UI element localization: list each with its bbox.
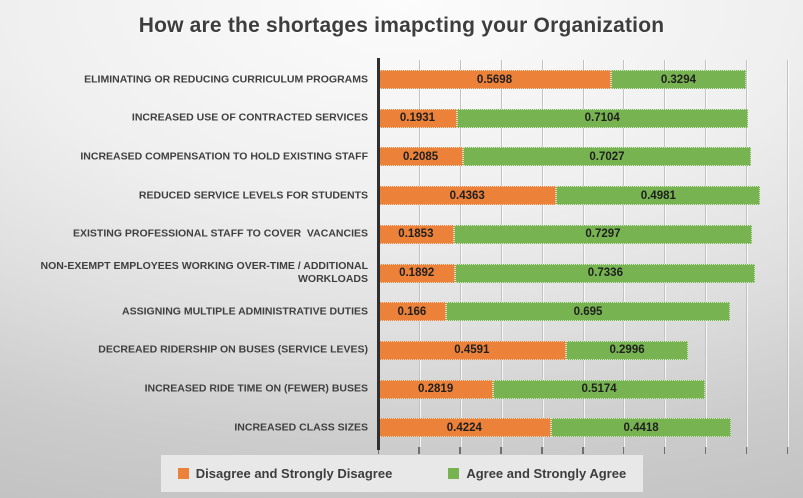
disagree-series-swatch-icon [177, 468, 189, 479]
bar-value-label: 0.2996 [609, 344, 645, 357]
bar-segment-disagree: 0.166 [378, 302, 446, 322]
bar-value-label: 0.4418 [623, 421, 659, 434]
category-label: INCREASED COMPENSATION TO HOLD EXISTING … [80, 150, 368, 163]
gridline [664, 60, 666, 447]
bar-value-label: 0.5698 [476, 73, 513, 86]
axis-tick [582, 447, 584, 454]
bar-value-label: 0.7336 [587, 267, 623, 279]
category-label: ASSIGNING MULTIPLE ADMINISTRATIVE DUTIES [122, 305, 368, 318]
bar-segment-agree: 0.7297 [453, 224, 753, 244]
category-label: EXISTING PROFESSIONAL STAFF TO COVER VAC… [72, 227, 368, 240]
axis-tick [541, 447, 543, 454]
bar-value-label: 0.1853 [398, 228, 434, 241]
bar-value-label: 0.4224 [446, 421, 482, 434]
axis-tick [663, 447, 666, 454]
bar-value-label: 0.7104 [584, 112, 620, 125]
bar-value-label: 0.1931 [399, 112, 436, 125]
chart-title: How are the shortages imapcting your Org… [138, 14, 665, 37]
bar-value-label: 0.5174 [581, 383, 617, 396]
bar-segment-disagree: 0.4591 [378, 340, 566, 360]
value-axis-line [377, 58, 380, 450]
axis-tick [704, 447, 707, 454]
legend-label-agree: Agree and Strongly Agree [466, 466, 627, 481]
gridline [459, 60, 461, 447]
bar-segment-disagree: 0.2085 [378, 147, 464, 167]
axis-tick [500, 447, 502, 454]
bar-segment-agree: 0.4418 [550, 418, 732, 438]
category-label: INCREASED CLASS SIZES [234, 421, 368, 434]
bar-segment-disagree: 0.1853 [378, 224, 454, 244]
bar-value-label: 0.1892 [399, 267, 435, 279]
bar-segment-disagree: 0.4363 [378, 186, 557, 206]
category-label: NON-EXEMPT EMPLOYEES WORKING OVER-TIME /… [40, 259, 371, 285]
gridline [541, 60, 543, 447]
bar-value-label: 0.4591 [454, 344, 490, 357]
gridline [746, 60, 748, 447]
bar-value-label: 0.166 [397, 305, 427, 318]
category-label: DECREAED RIDERSHIP ON BUSES (SERVICE LEV… [98, 343, 368, 356]
axis-tick [786, 447, 788, 454]
bar-segment-agree: 0.5174 [493, 379, 705, 399]
agree-series-swatch-icon [448, 468, 460, 479]
category-label: REDUCED SERVICE LEVELS FOR STUDENTS [138, 189, 368, 202]
gridline [705, 60, 707, 447]
bar-segment-agree: 0.3294 [611, 70, 746, 89]
bar-value-label: 0.2819 [418, 383, 454, 396]
legend-item-agree: Agree and Strongly Agree [448, 466, 626, 481]
bar-segment-agree: 0.2996 [565, 340, 689, 360]
axis-tick [745, 447, 748, 454]
axis-tick [622, 447, 625, 454]
bar-segment-agree: 0.7104 [456, 108, 748, 128]
bar-value-label: 0.4363 [449, 189, 485, 202]
bar-segment-disagree: 0.2819 [378, 379, 494, 399]
bar-segment-disagree: 0.1892 [378, 263, 456, 283]
bar-segment-agree: 0.7027 [463, 147, 751, 167]
bar-segment-disagree: 0.1931 [378, 108, 457, 128]
axis-tick [459, 447, 461, 454]
gridline [418, 60, 420, 447]
bar-segment-disagree: 0.5698 [378, 70, 612, 89]
bar-segment-agree: 0.695 [445, 302, 731, 322]
category-label: ELIMINATING OR REDUCING CURRICULUM PROGR… [84, 72, 368, 85]
bar-value-label: 0.7297 [585, 228, 621, 241]
gridline [582, 60, 584, 447]
bar-segment-agree: 0.7336 [455, 263, 756, 283]
gridline [623, 60, 625, 447]
bar-segment-agree: 0.4981 [556, 186, 761, 206]
plot-area: 0.5698 0.3294 0.1931 0.7104 0.2085 0.7027 0.43… [377, 58, 788, 454]
bar-value-label: 0.3294 [660, 73, 696, 86]
category-label: INCREASED RIDE TIME ON (FEWER) BUSES [144, 382, 368, 395]
bar-segment-disagree: 0.4224 [378, 418, 551, 438]
axis-tick [377, 447, 379, 454]
legend: Disagree and Strongly Disagree Agree and… [161, 455, 643, 492]
bar-value-label: 0.7027 [589, 150, 625, 163]
axis-tick [418, 447, 420, 454]
category-axis: ELIMINATING OR REDUCING CURRICULUM PROGR… [0, 60, 368, 447]
legend-label-disagree: Disagree and Strongly Disagree [195, 466, 393, 481]
legend-item-disagree: Disagree and Strongly Disagree [177, 466, 393, 481]
gridline [787, 60, 788, 447]
bar-value-label: 0.2085 [403, 150, 439, 163]
category-label: INCREASED USE OF CONTRACTED SERVICES [131, 111, 368, 124]
bar-value-label: 0.695 [573, 305, 603, 318]
bar-value-label: 0.4981 [640, 189, 676, 202]
gridline [500, 60, 502, 447]
